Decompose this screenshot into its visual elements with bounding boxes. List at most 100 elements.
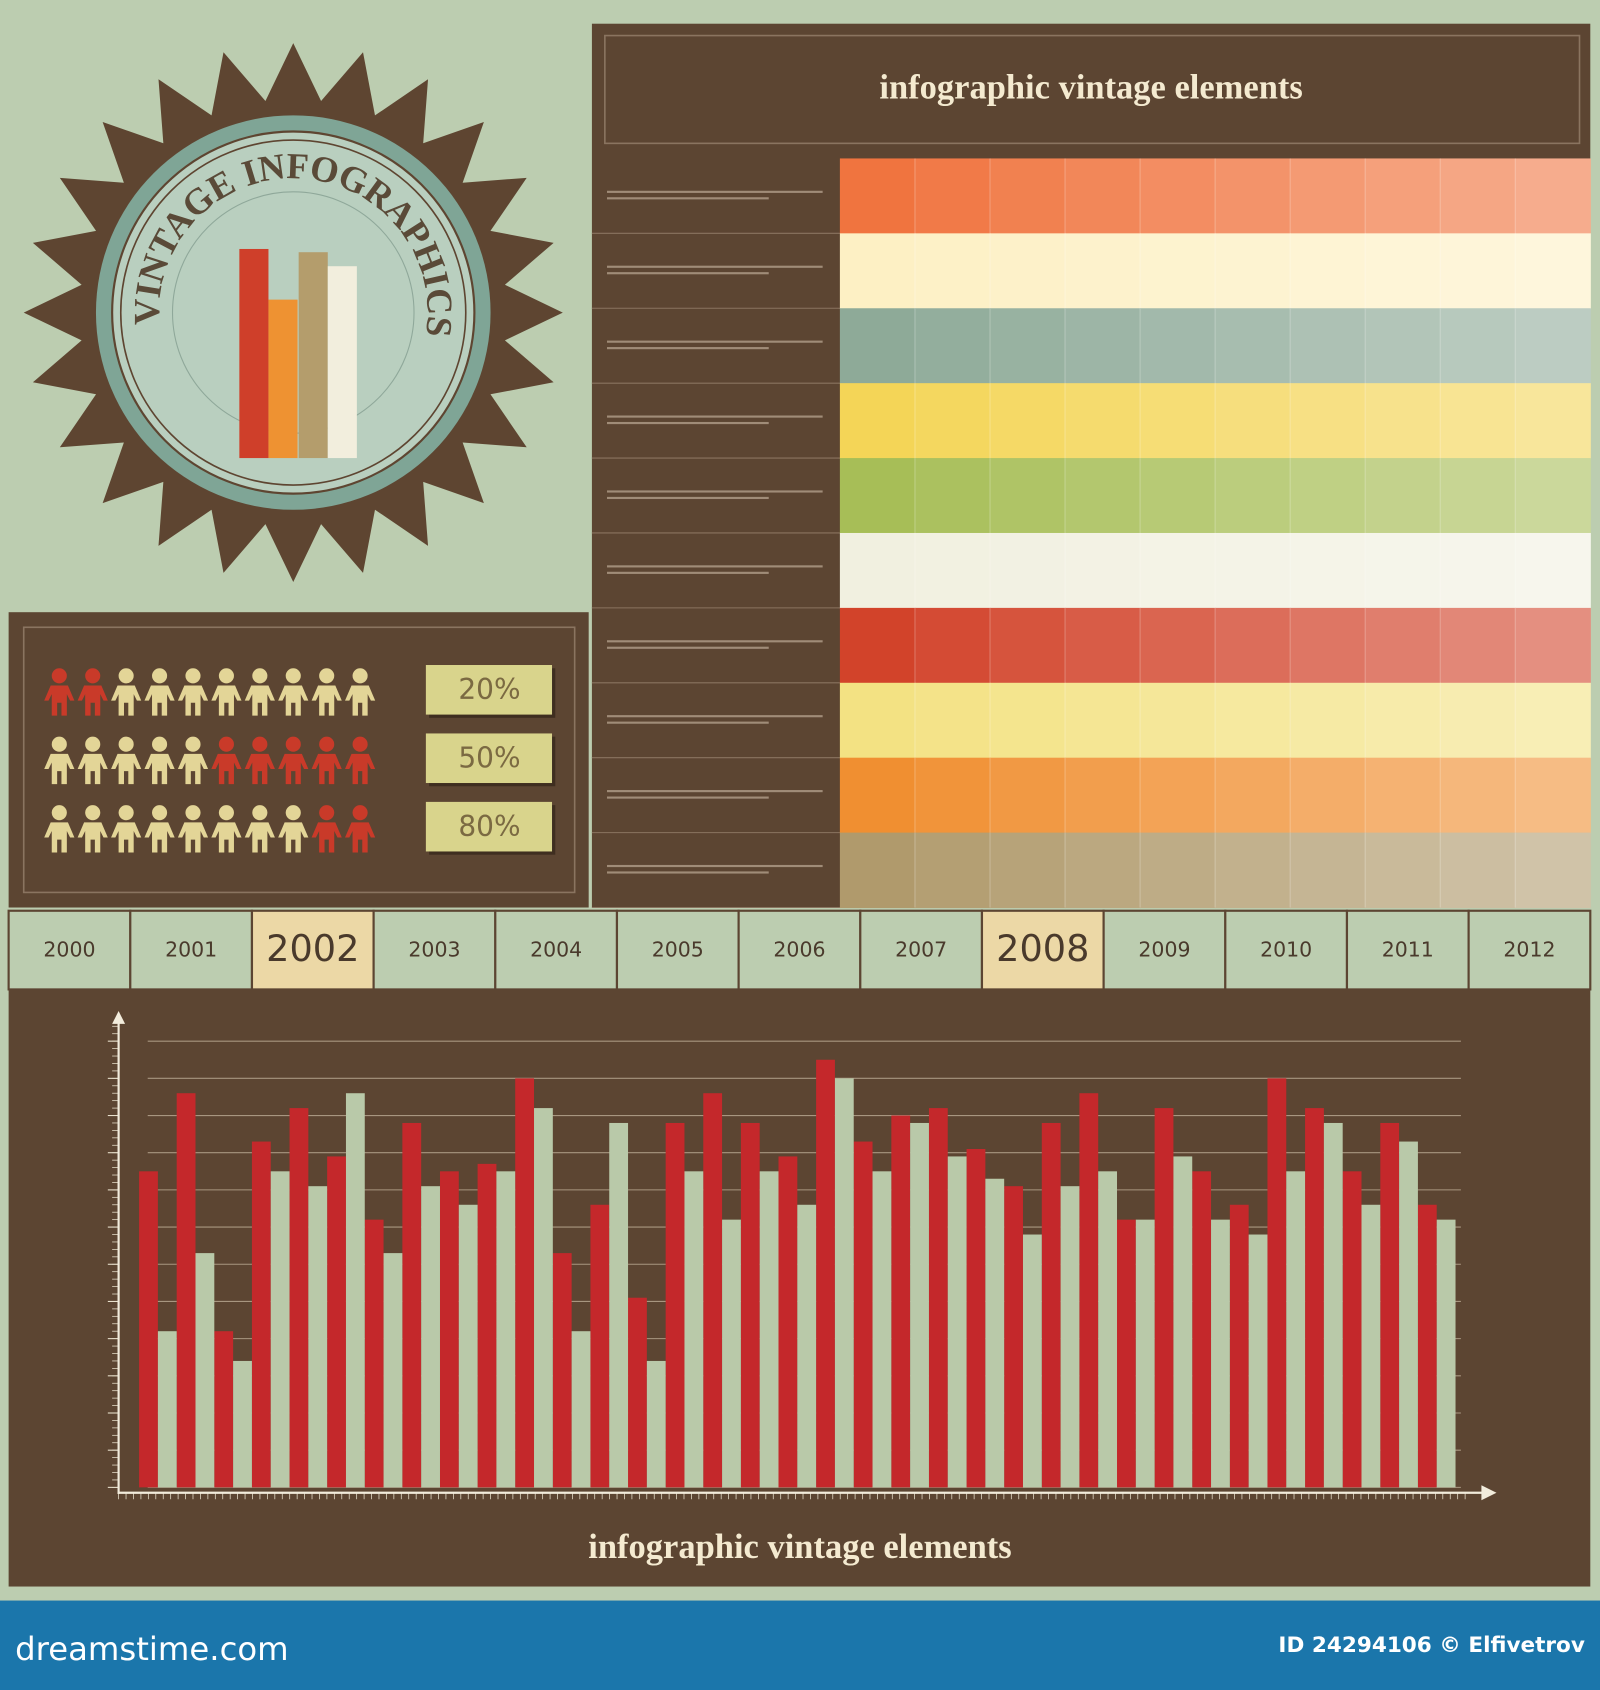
person-head bbox=[152, 668, 168, 684]
lorem-line bbox=[607, 421, 769, 425]
person-figure bbox=[44, 668, 75, 716]
lorem-line bbox=[607, 715, 823, 718]
person-head bbox=[185, 736, 201, 752]
person-figure bbox=[111, 668, 142, 716]
bar bbox=[778, 1156, 798, 1488]
bar bbox=[928, 1108, 948, 1488]
person-head bbox=[252, 805, 268, 821]
person-head bbox=[51, 805, 67, 821]
color-cell bbox=[1290, 383, 1366, 459]
year-cell bbox=[250, 909, 375, 991]
timeline: 2000 2001 2002 2003 2004 2005 2006 2007 2008 2009… bbox=[7, 909, 1592, 991]
person-figure bbox=[77, 805, 108, 853]
bar bbox=[289, 1108, 309, 1488]
color-cell bbox=[989, 383, 1066, 459]
person-body bbox=[44, 822, 75, 853]
color-cell bbox=[1140, 682, 1216, 759]
badge-icon-bar bbox=[268, 299, 298, 459]
person-body bbox=[278, 753, 309, 785]
bar bbox=[1135, 1219, 1155, 1488]
person-head bbox=[319, 736, 335, 752]
person-body bbox=[211, 685, 242, 716]
person-body bbox=[345, 822, 376, 853]
y-axis-arrow bbox=[112, 1010, 126, 1024]
bar bbox=[1342, 1171, 1362, 1488]
person-body bbox=[278, 685, 309, 716]
person-head bbox=[285, 805, 301, 821]
color-cell bbox=[989, 532, 1066, 609]
person-figure bbox=[278, 668, 309, 716]
person-head bbox=[319, 805, 335, 821]
badge: VINTAGE INFOGRAPHICS bbox=[23, 43, 563, 583]
bar bbox=[270, 1171, 290, 1488]
color-cell bbox=[1440, 158, 1516, 234]
person-body bbox=[311, 685, 342, 716]
year-label: 2010 bbox=[1260, 938, 1312, 962]
person-head bbox=[118, 736, 134, 752]
color-cell bbox=[1365, 458, 1441, 534]
color-cell bbox=[1140, 308, 1216, 384]
percent-label: 20% bbox=[458, 673, 520, 706]
bar bbox=[646, 1360, 666, 1488]
people-rows: 20% 50% 80% bbox=[44, 665, 556, 855]
person-body bbox=[345, 685, 376, 716]
year-label: 2012 bbox=[1503, 938, 1555, 962]
color-cell bbox=[1140, 757, 1216, 834]
bar bbox=[439, 1171, 459, 1488]
badge-icon-bar bbox=[239, 248, 269, 459]
bar bbox=[609, 1122, 629, 1488]
person-body bbox=[144, 822, 175, 853]
color-cell bbox=[839, 383, 916, 459]
person-figure bbox=[244, 805, 275, 853]
person-head bbox=[152, 805, 168, 821]
color-cell bbox=[1140, 458, 1216, 534]
lorem-line bbox=[607, 190, 823, 193]
bar bbox=[1079, 1093, 1099, 1488]
color-cell bbox=[914, 757, 991, 834]
color-cell bbox=[914, 308, 991, 384]
color-cell bbox=[1065, 383, 1141, 459]
person-figure bbox=[345, 805, 376, 853]
bar bbox=[590, 1204, 610, 1488]
bar bbox=[195, 1253, 215, 1488]
person-head bbox=[51, 736, 67, 752]
person-body bbox=[278, 822, 309, 853]
color-cell bbox=[1290, 158, 1366, 234]
bar bbox=[496, 1171, 516, 1488]
person-figure bbox=[244, 736, 275, 785]
color-cell bbox=[1140, 532, 1216, 609]
year-label: 2001 bbox=[165, 938, 217, 962]
bar bbox=[1098, 1171, 1118, 1488]
person-body bbox=[44, 685, 75, 716]
year-label: 2004 bbox=[530, 938, 582, 962]
color-cell bbox=[839, 607, 916, 684]
year-label: 2005 bbox=[652, 938, 704, 962]
color-cell bbox=[1065, 757, 1141, 834]
person-body bbox=[144, 685, 175, 716]
lorem-line bbox=[607, 490, 823, 493]
lorem-line bbox=[607, 265, 823, 268]
bar bbox=[1117, 1219, 1136, 1488]
year-label: 2008 bbox=[996, 927, 1089, 970]
color-cell bbox=[914, 532, 991, 609]
color-cell bbox=[989, 832, 1066, 909]
person-figure bbox=[211, 736, 242, 785]
label-box bbox=[425, 801, 553, 852]
person-body bbox=[244, 753, 275, 785]
color-cell bbox=[989, 458, 1066, 534]
color-cell bbox=[1440, 383, 1516, 459]
bar bbox=[552, 1253, 572, 1488]
color-cell bbox=[989, 682, 1066, 759]
bar bbox=[1286, 1171, 1306, 1488]
bar bbox=[327, 1156, 346, 1488]
person-figure bbox=[144, 805, 175, 853]
person-head bbox=[85, 736, 101, 752]
bar bbox=[214, 1331, 234, 1488]
person-head bbox=[352, 736, 368, 752]
person-figure bbox=[44, 805, 75, 853]
year-label: 2006 bbox=[773, 938, 825, 962]
color-cell bbox=[1065, 308, 1141, 384]
person-body bbox=[77, 753, 108, 785]
color-cell bbox=[1065, 158, 1141, 234]
